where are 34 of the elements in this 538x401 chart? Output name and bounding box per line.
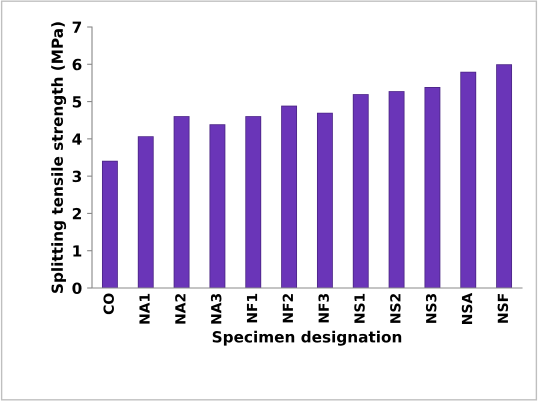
bar: [388, 91, 405, 288]
bar: [209, 124, 226, 288]
x-tick-label: NF2: [282, 294, 293, 322]
bar: [245, 116, 262, 288]
y-axis-title: Splitting tensile strength (MPa): [51, 22, 66, 293]
y-tick-label: 5: [72, 96, 82, 108]
bar: [352, 94, 369, 288]
y-tick-label: 6: [72, 58, 82, 70]
y-tick-label: 7: [72, 22, 82, 33]
y-tick-label: 4: [72, 134, 82, 145]
y-tick-label: 1: [73, 245, 82, 257]
bar: [102, 160, 118, 288]
bar: [174, 116, 190, 288]
x-tick-label: NF3: [318, 294, 329, 322]
x-tick-label: NS1: [354, 294, 365, 323]
x-tick-label: NSF: [498, 294, 508, 323]
bar: [281, 106, 298, 288]
x-tick-label: NF1: [246, 294, 258, 322]
x-tick-label: NA2: [175, 294, 186, 324]
x-tick-label: NA1: [139, 294, 150, 324]
bar: [424, 86, 440, 288]
x-tick-label: NA3: [210, 294, 222, 324]
bar: [316, 112, 333, 288]
x-axis-title: Specimen designation: [212, 330, 402, 346]
bar: [460, 72, 476, 288]
y-tick-label: 3: [72, 170, 82, 182]
y-tick-label: 2: [72, 208, 81, 220]
x-tick-label: NSA: [462, 292, 472, 324]
bar: [138, 136, 154, 288]
x-tick-label: NS2: [390, 294, 401, 323]
y-tick-label: 0: [72, 282, 82, 294]
x-tick-label: NS3: [426, 294, 436, 323]
x-tick-label: CO: [103, 294, 114, 314]
bar: [496, 64, 512, 288]
